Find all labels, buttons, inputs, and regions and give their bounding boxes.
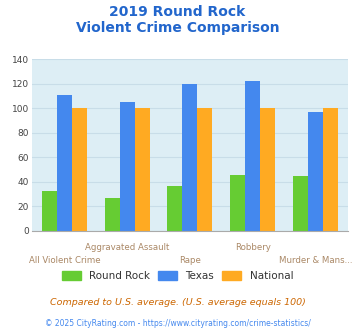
Bar — [260, 109, 275, 231]
Bar — [105, 198, 120, 231]
Text: Aggravated Assault: Aggravated Assault — [85, 243, 169, 251]
Bar — [230, 175, 245, 231]
Text: 2019 Round Rock: 2019 Round Rock — [109, 5, 246, 19]
Bar — [308, 112, 323, 231]
Legend: Round Rock, Texas, National: Round Rock, Texas, National — [62, 271, 293, 281]
Bar — [197, 109, 213, 231]
Text: Rape: Rape — [179, 256, 201, 265]
Text: © 2025 CityRating.com - https://www.cityrating.com/crime-statistics/: © 2025 CityRating.com - https://www.city… — [45, 319, 310, 328]
Text: Compared to U.S. average. (U.S. average equals 100): Compared to U.S. average. (U.S. average … — [50, 298, 305, 307]
Bar — [293, 176, 308, 231]
Bar — [57, 95, 72, 231]
Bar — [135, 109, 150, 231]
Text: All Violent Crime: All Violent Crime — [29, 256, 100, 265]
Bar — [323, 109, 338, 231]
Text: Robbery: Robbery — [235, 243, 271, 251]
Text: Violent Crime Comparison: Violent Crime Comparison — [76, 21, 279, 35]
Text: Murder & Mans...: Murder & Mans... — [279, 256, 352, 265]
Bar — [72, 109, 87, 231]
Bar — [42, 190, 57, 231]
Bar — [245, 82, 260, 231]
Bar — [167, 186, 182, 231]
Bar — [182, 84, 197, 231]
Bar — [120, 102, 135, 231]
